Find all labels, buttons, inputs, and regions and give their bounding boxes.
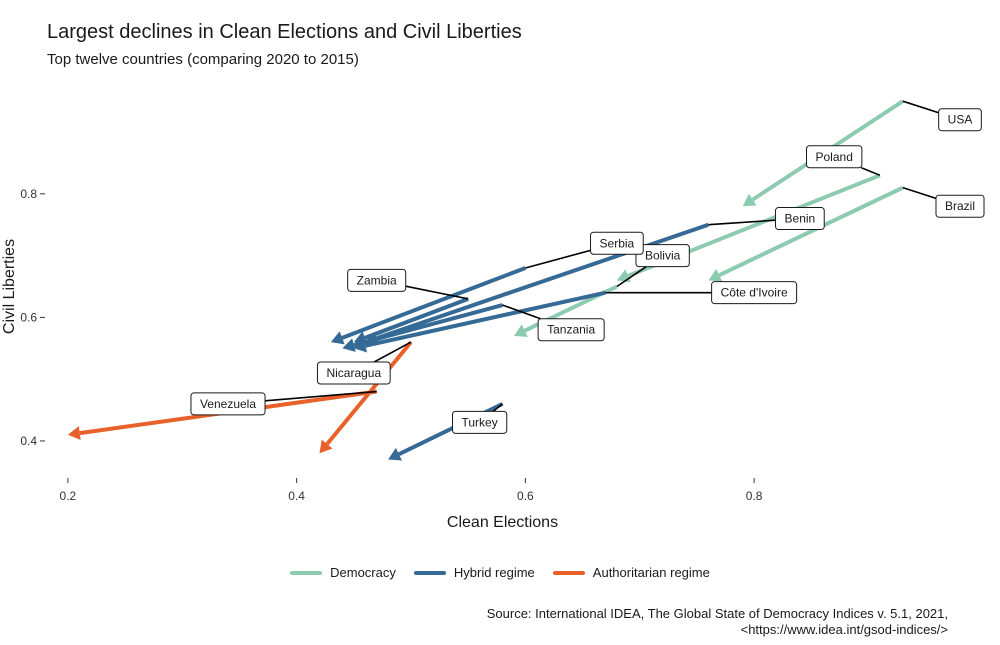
label-text-brazil: Brazil	[945, 199, 975, 213]
label-text-poland: Poland	[816, 150, 853, 164]
arrowhead-nicaragua	[319, 439, 333, 454]
leader-brazil	[902, 186, 937, 200]
legend-label-democracy: Democracy	[330, 565, 396, 580]
label-text-nicaragua: Nicaragua	[326, 366, 381, 380]
label-text-serbia: Serbia	[600, 236, 635, 250]
source-caption-line-1: Source: International IDEA, The Global S…	[486, 606, 948, 621]
label-poland: Poland	[806, 145, 863, 169]
arrowhead-venezuela	[67, 426, 81, 441]
y-axis-title: Civil Liberties	[1, 239, 18, 334]
arrow-zambia	[364, 296, 469, 340]
label-usa: USA	[938, 108, 982, 132]
label-box-poland	[806, 145, 863, 169]
label-box-bolivia	[635, 244, 690, 268]
source-caption-line-2: <https://www.idea.int/gsod-indices/>	[740, 622, 948, 637]
arrowhead-turkey	[388, 447, 402, 461]
label-benin: Benin	[775, 207, 825, 231]
label-zambia: Zambia	[347, 268, 407, 292]
legend-swatch-authoritarian-regime	[552, 570, 585, 575]
label-text-tanzania: Tanzania	[547, 323, 595, 337]
label-serbia: Serbia	[590, 231, 644, 255]
leader-nicaragua	[373, 341, 412, 363]
leader-poland	[861, 167, 881, 177]
label-text-turkey: Turkey	[462, 415, 498, 429]
legend-item-hybrid-regime: Hybrid regime	[413, 565, 535, 580]
arrow-cote-d-ivoire	[365, 290, 606, 348]
leader-turkey	[492, 403, 504, 413]
x-axis-title: Clean Elections	[447, 514, 558, 531]
label-box-tanzania	[537, 318, 605, 342]
label-venezuela: Venezuela	[190, 392, 266, 416]
legend-label-authoritarian-regime: Authoritarian regime	[592, 565, 710, 580]
x-tick-label: 0.8	[746, 489, 763, 503]
label-box-nicaragua	[316, 361, 391, 385]
arrowhead-usa	[742, 193, 757, 207]
label-box-venezuela	[190, 392, 266, 416]
label-text-usa: USA	[948, 113, 973, 127]
label-text-venezuela: Venezuela	[200, 397, 256, 411]
label-nicaragua: Nicaragua	[316, 361, 391, 385]
label-box-brazil	[935, 194, 985, 218]
legend-swatch-hybrid-regime	[413, 570, 446, 575]
leader-venezuela	[264, 390, 377, 402]
label-box-serbia	[590, 231, 644, 255]
arrow-tanzania	[353, 303, 504, 348]
leader-tanzania	[502, 304, 541, 320]
source-caption: Source: International IDEA, The Global S…	[487, 606, 948, 638]
leader-serbia	[525, 249, 591, 269]
leader-zambia	[405, 285, 469, 300]
chart-title: Largest declines in Clean Elections and …	[47, 21, 522, 43]
arrowhead-tanzania	[342, 338, 356, 352]
legend-item-authoritarian-regime: Authoritarian regime	[552, 565, 710, 580]
label-brazil: Brazil	[935, 194, 985, 218]
label-box-cote-d-ivoire	[711, 281, 798, 305]
label-bolivia: Bolivia	[635, 244, 690, 268]
label-cote-d-ivoire: Côte d'Ivoire	[711, 281, 798, 305]
label-text-bolivia: Bolivia	[645, 249, 681, 263]
leader-bolivia	[616, 265, 647, 288]
arrow-brazil	[718, 185, 904, 277]
legend-item-democracy: Democracy	[290, 565, 396, 580]
x-tick-label: 0.4	[288, 489, 305, 503]
chart-subtitle: Top twelve countries (comparing 2020 to …	[47, 51, 359, 68]
y-tick-label: 0.4	[20, 434, 37, 448]
arrowhead-serbia	[330, 331, 345, 345]
legend: Democracy Hybrid regime Authoritarian re…	[0, 565, 1000, 580]
label-text-benin: Benin	[785, 212, 816, 226]
label-text-zambia: Zambia	[357, 273, 397, 287]
leader-benin	[708, 219, 776, 226]
x-tick-label: 0.2	[60, 489, 77, 503]
label-box-turkey	[452, 410, 508, 434]
label-box-usa	[938, 108, 982, 132]
label-turkey: Turkey	[452, 410, 508, 434]
arrowhead-bolivia	[513, 324, 528, 338]
y-tick-label: 0.8	[20, 187, 37, 201]
y-tick-label: 0.6	[20, 310, 37, 324]
legend-label-hybrid-regime: Hybrid regime	[453, 565, 535, 580]
label-box-zambia	[347, 268, 407, 292]
x-tick-label: 0.6	[517, 489, 534, 503]
legend-swatch-democracy	[290, 570, 323, 575]
arrowhead-brazil	[708, 268, 723, 282]
label-text-cote-d-ivoire: Côte d'Ivoire	[721, 286, 788, 300]
arrow-serbia	[341, 266, 527, 340]
label-box-benin	[775, 207, 825, 231]
leader-usa	[902, 100, 939, 114]
label-tanzania: Tanzania	[537, 318, 605, 342]
arrow-benin	[375, 222, 710, 341]
